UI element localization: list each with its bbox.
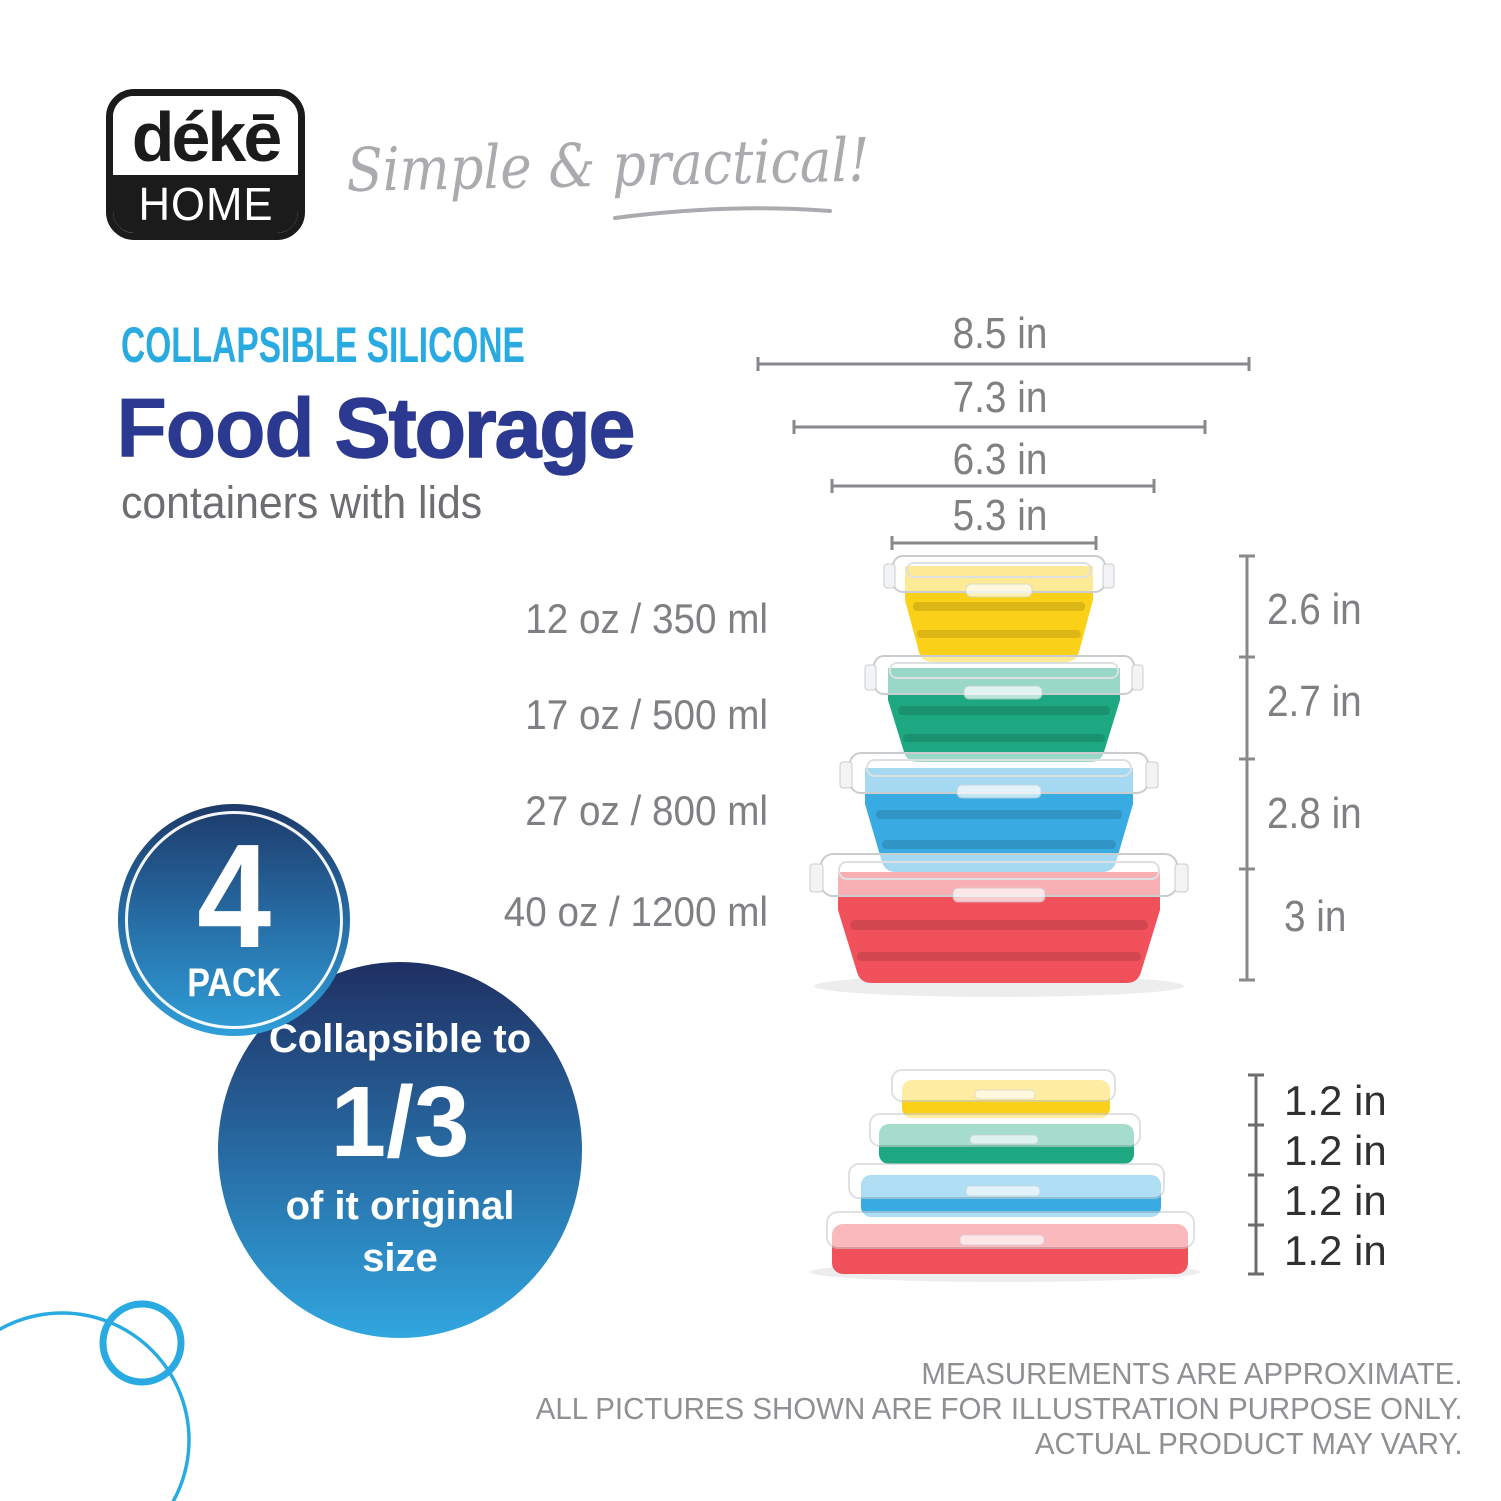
container-green-expanded bbox=[864, 655, 1144, 762]
product-kicker: COLLAPSIBLE SILICONE bbox=[121, 317, 525, 373]
brand-logo-home-label: HOME bbox=[138, 178, 273, 230]
width-line-8-5 bbox=[756, 357, 1251, 371]
brand-logo-bottom: HOME bbox=[113, 175, 298, 233]
blue-expanded-ripple-1 bbox=[876, 810, 1122, 819]
width-line-7-3 bbox=[792, 420, 1207, 434]
red-expanded-body bbox=[838, 872, 1160, 983]
expanded-height-label-2: 2.7 in bbox=[1267, 677, 1362, 726]
red-expanded-lid-inner bbox=[838, 861, 1160, 880]
blue-expanded-latch-front bbox=[956, 784, 1042, 799]
width-label-3: 6.3 in bbox=[952, 435, 1048, 484]
red-collapsed-lid bbox=[826, 1211, 1195, 1249]
yellow-expanded-latch-left bbox=[883, 563, 896, 589]
expanded-height-ticks bbox=[1239, 554, 1255, 982]
brand-logo: dékē HOME bbox=[106, 89, 305, 240]
yellow-expanded-ripple-2 bbox=[917, 630, 1081, 638]
red-collapsed-latch bbox=[959, 1234, 1045, 1246]
green-collapsed-latch bbox=[969, 1134, 1039, 1145]
blue-expanded-ripple-2 bbox=[882, 840, 1116, 849]
disclaimer-line-1: MEASUREMENTS ARE APPROXIMATE. bbox=[921, 1356, 1463, 1391]
width-dimension-lines bbox=[756, 357, 1251, 550]
collapsed-height-ticks bbox=[1248, 1073, 1264, 1276]
brand-logo-top: dékē bbox=[113, 96, 298, 175]
pack-count-number: 4 bbox=[196, 813, 272, 979]
red-expanded-ripple-1 bbox=[850, 920, 1148, 930]
collapsed-height-label-2: 1.2 in bbox=[1284, 1127, 1387, 1174]
yellow-expanded-ripple-1 bbox=[913, 602, 1085, 611]
blue-collapsed-latch bbox=[965, 1185, 1041, 1197]
green-expanded-lid-inner bbox=[889, 662, 1119, 679]
green-expanded-latch-front bbox=[963, 685, 1043, 700]
decorative-circle-large bbox=[0, 1311, 191, 1501]
container-blue-expanded bbox=[839, 752, 1159, 872]
container-red-collapsed bbox=[826, 1211, 1195, 1274]
width-label-2: 7.3 in bbox=[952, 373, 1048, 422]
expanded-height-label-4: 3 in bbox=[1284, 892, 1347, 941]
green-expanded-latch-right bbox=[1131, 664, 1144, 691]
pack-count-label: PACK bbox=[187, 961, 281, 1006]
brand-tagline: Simple & practical! bbox=[346, 125, 870, 206]
container-blue-collapsed bbox=[848, 1163, 1165, 1217]
green-expanded-ripple-2 bbox=[903, 734, 1105, 742]
collapsible-badge-line3: size bbox=[362, 1236, 438, 1280]
red-expanded-latch-front bbox=[952, 887, 1046, 903]
blue-collapsed-lid bbox=[848, 1163, 1165, 1199]
pack-count-badge: 4 PACK bbox=[118, 804, 350, 1036]
collapsed-height-label-3: 1.2 in bbox=[1284, 1177, 1387, 1224]
container-yellow-collapsed bbox=[891, 1069, 1116, 1118]
product-title-bold: Storage bbox=[334, 381, 636, 475]
width-line-5-3 bbox=[890, 536, 1098, 550]
collapsed-height-label-4: 1.2 in bbox=[1284, 1227, 1387, 1274]
product-title: Food Storage bbox=[116, 385, 636, 471]
yellow-expanded-lid-inner bbox=[906, 562, 1092, 578]
collapsible-badge-line2: of it original bbox=[285, 1184, 515, 1228]
disclaimer-line-3: ACTUAL PRODUCT MAY VARY. bbox=[1035, 1426, 1463, 1461]
blue-expanded-latch-right bbox=[1145, 761, 1159, 789]
tagline-underline bbox=[613, 206, 832, 220]
collapsible-badge-fraction: 1/3 bbox=[330, 1066, 470, 1178]
container-green-collapsed bbox=[869, 1113, 1141, 1164]
product-subtitle: containers with lids bbox=[121, 477, 483, 528]
yellow-collapsed-lid bbox=[891, 1069, 1116, 1102]
decorative-circle-small bbox=[99, 1300, 185, 1386]
yellow-expanded-lid bbox=[893, 556, 1105, 592]
red-expanded-lid bbox=[821, 854, 1177, 896]
width-line-6-3 bbox=[830, 479, 1156, 493]
collapsed-height-label-1: 1.2 in bbox=[1284, 1077, 1387, 1124]
capacity-label-yellow: 12 oz / 350 ml bbox=[525, 595, 768, 642]
width-label-1: 8.5 in bbox=[952, 309, 1048, 358]
disclaimer-text: MEASUREMENTS ARE APPROXIMATE. ALL PICTUR… bbox=[536, 1356, 1463, 1461]
blue-expanded-lid bbox=[850, 753, 1148, 793]
expanded-height-label-1: 2.6 in bbox=[1267, 585, 1362, 634]
blue-expanded-latch-left bbox=[839, 761, 853, 789]
expanded-height-line bbox=[1239, 554, 1255, 982]
width-label-4: 5.3 in bbox=[952, 491, 1048, 540]
green-expanded-latch-left bbox=[864, 664, 877, 691]
collapsible-badge-line1: Collapsible to bbox=[268, 1017, 532, 1061]
capacity-label-green: 17 oz / 500 ml bbox=[525, 691, 768, 738]
container-yellow-expanded bbox=[883, 555, 1115, 662]
green-expanded-ripple-1 bbox=[898, 706, 1110, 715]
disclaimer-line-2: ALL PICTURES SHOWN ARE FOR ILLUSTRATION … bbox=[536, 1391, 1463, 1426]
blue-expanded-lid-inner bbox=[866, 759, 1132, 777]
capacity-label-blue: 27 oz / 800 ml bbox=[525, 787, 768, 834]
expanded-height-label-3: 2.8 in bbox=[1267, 789, 1362, 838]
yellow-collapsed-latch bbox=[974, 1089, 1036, 1100]
brand-logo-wordmark: dékē bbox=[131, 97, 283, 176]
green-expanded-lid bbox=[874, 656, 1134, 694]
yellow-expanded-latch-right bbox=[1102, 563, 1115, 589]
container-red-expanded bbox=[809, 853, 1189, 983]
red-expanded-ripple-2 bbox=[857, 952, 1141, 961]
capacity-label-red: 40 oz / 1200 ml bbox=[503, 888, 768, 935]
red-expanded-latch-left bbox=[809, 863, 824, 893]
product-title-regular: Food bbox=[116, 381, 335, 475]
green-collapsed-lid bbox=[869, 1113, 1141, 1147]
red-expanded-latch-right bbox=[1174, 863, 1189, 893]
yellow-expanded-latch-front bbox=[965, 583, 1033, 598]
collapsed-height-line bbox=[1248, 1073, 1264, 1276]
